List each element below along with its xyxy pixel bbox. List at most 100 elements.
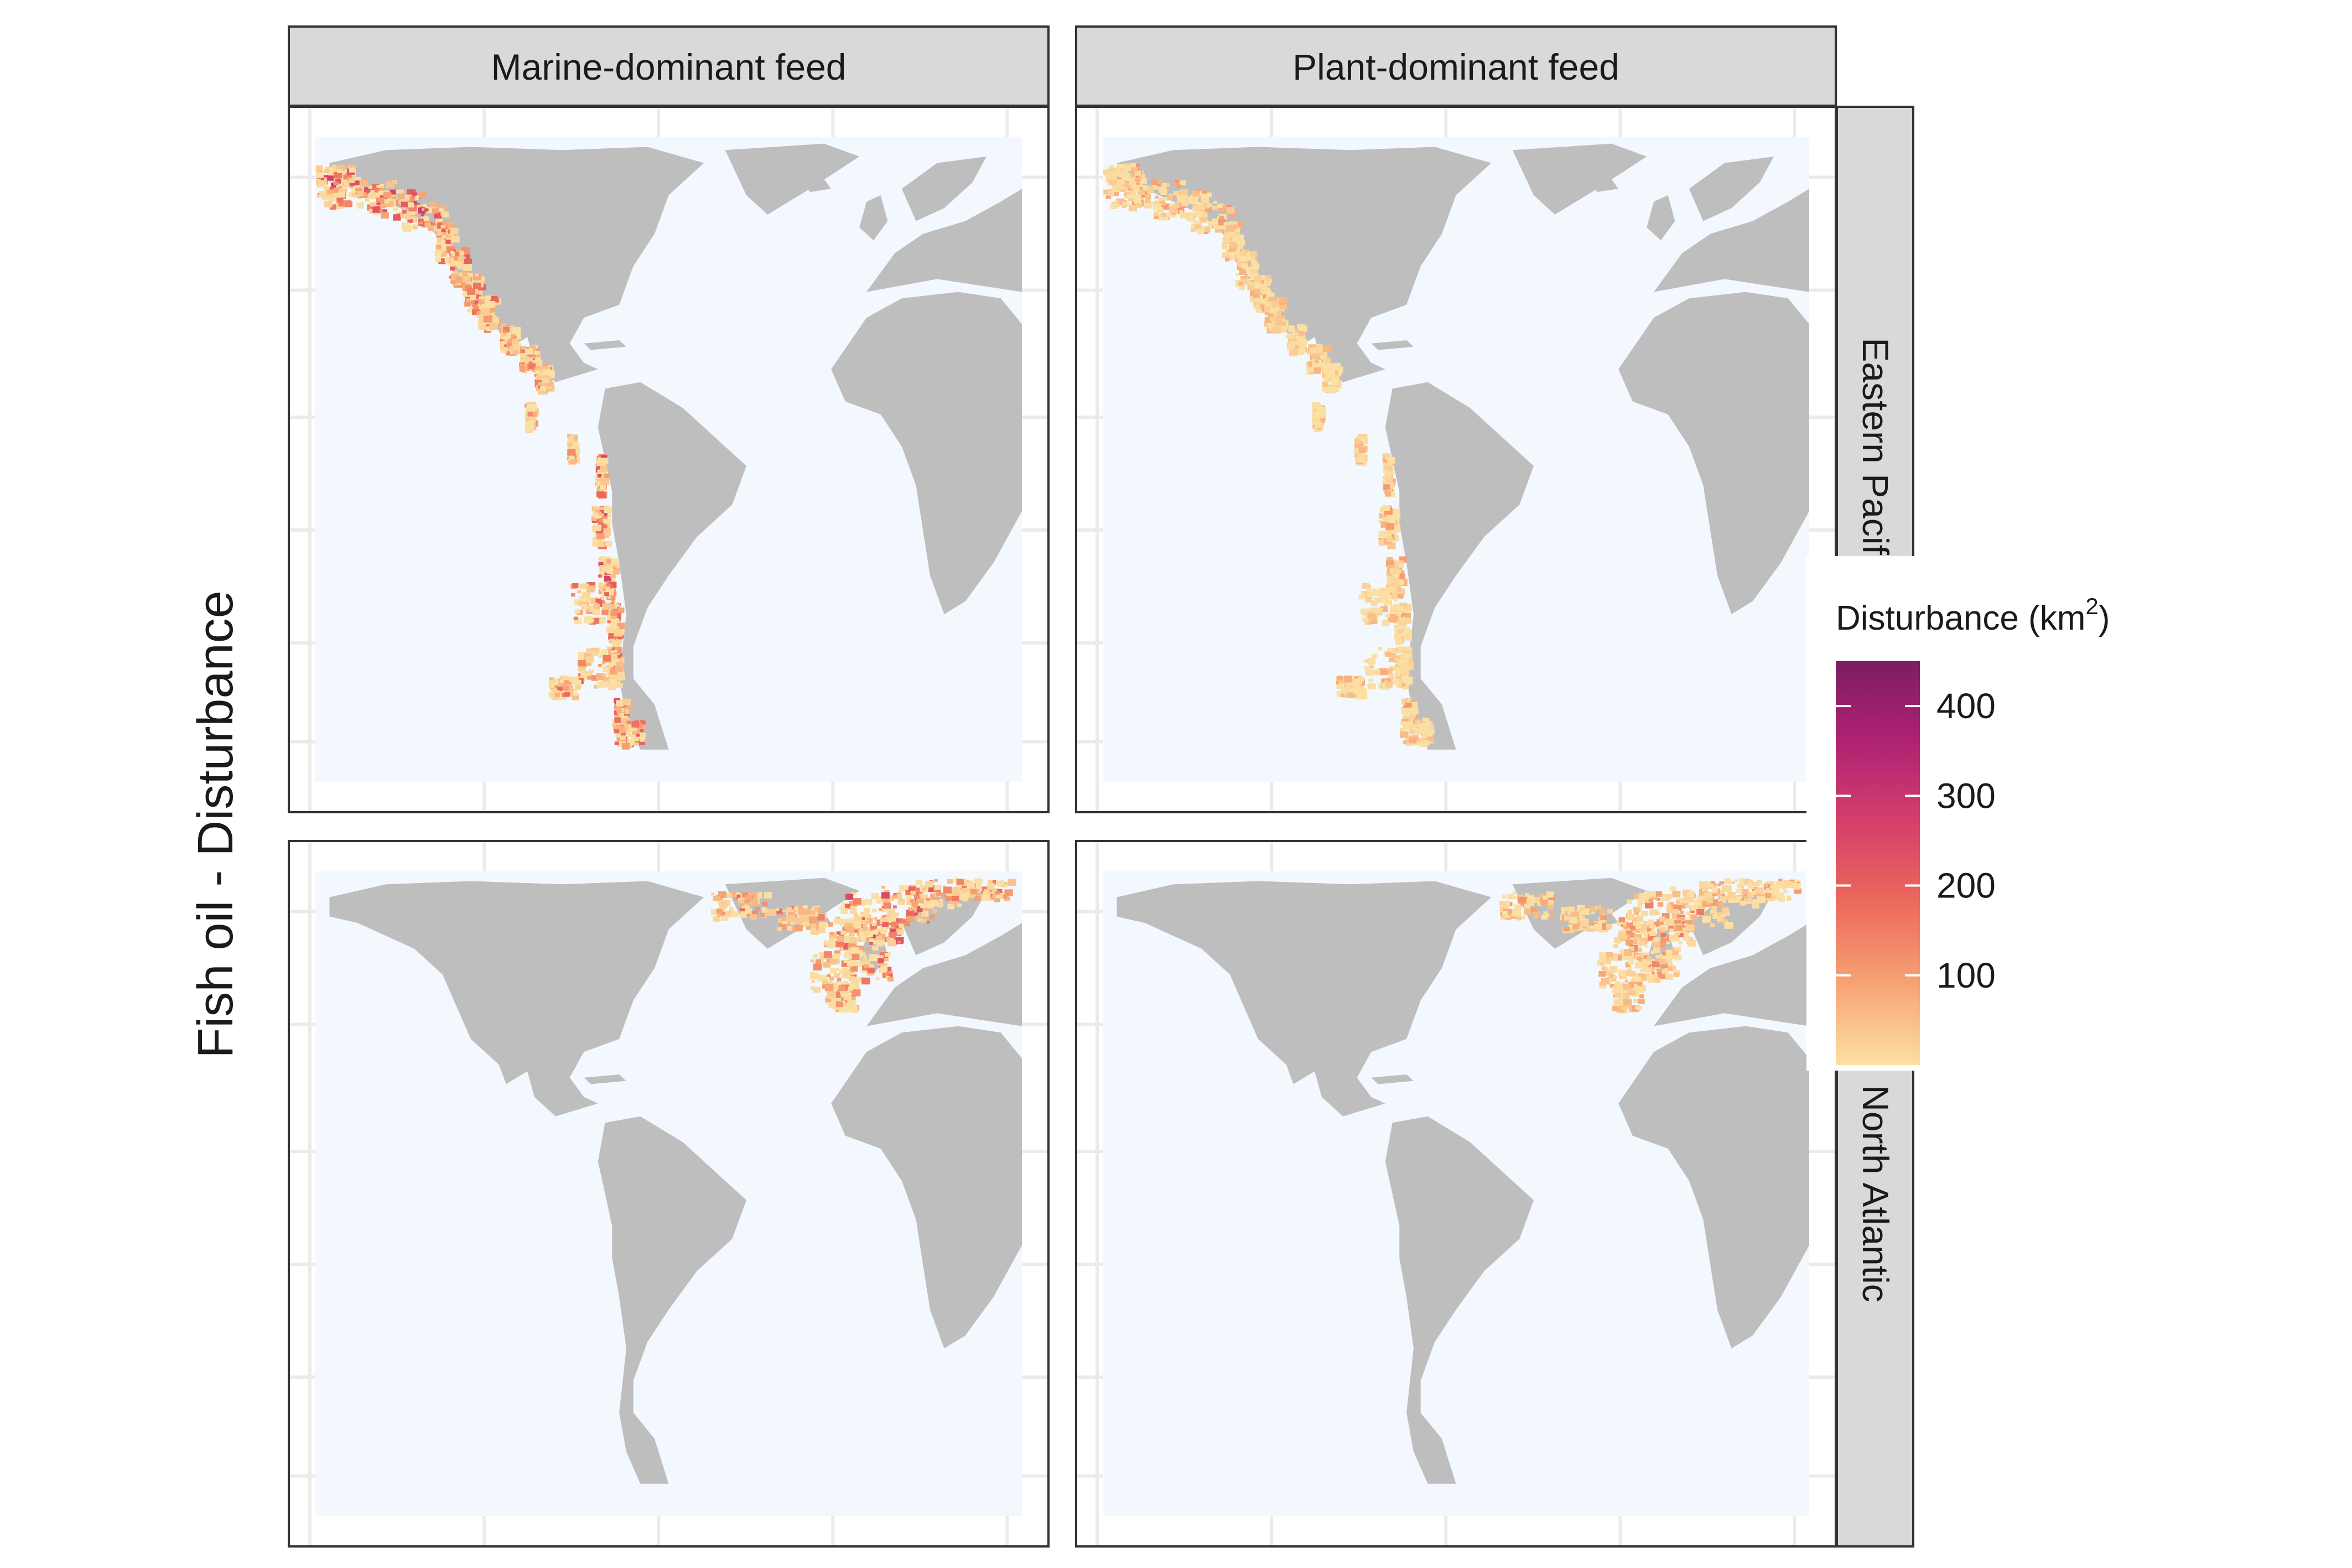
disturbance-cell bbox=[1257, 309, 1263, 314]
disturbance-cell bbox=[1219, 215, 1224, 220]
disturbance-cell bbox=[1500, 916, 1505, 920]
disturbance-cell bbox=[470, 295, 476, 300]
disturbance-cell bbox=[823, 962, 831, 968]
disturbance-cell bbox=[842, 936, 850, 942]
disturbance-cell bbox=[489, 314, 494, 318]
disturbance-cell bbox=[543, 375, 550, 381]
disturbance-cell bbox=[344, 177, 350, 182]
disturbance-cell bbox=[1634, 999, 1638, 1003]
disturbance-cell bbox=[1192, 204, 1201, 211]
disturbance-cell bbox=[1565, 911, 1569, 914]
disturbance-cell bbox=[1675, 900, 1680, 904]
disturbance-cell bbox=[1623, 949, 1633, 956]
disturbance-cell bbox=[1399, 603, 1408, 609]
disturbance-cell bbox=[475, 273, 479, 277]
disturbance-cell bbox=[1383, 470, 1390, 475]
disturbance-cell bbox=[1678, 941, 1683, 945]
disturbance-cell bbox=[600, 513, 605, 517]
disturbance-cell bbox=[1609, 973, 1613, 977]
disturbance-cell bbox=[864, 908, 870, 913]
disturbance-cell bbox=[1689, 937, 1694, 941]
disturbance-cell bbox=[1364, 660, 1368, 663]
disturbance-cell bbox=[1372, 588, 1377, 592]
disturbance-cell bbox=[860, 962, 867, 967]
disturbance-cell bbox=[1139, 196, 1145, 200]
disturbance-cell bbox=[600, 596, 604, 600]
disturbance-cell bbox=[957, 903, 962, 907]
disturbance-cell bbox=[810, 972, 818, 979]
disturbance-cell bbox=[1385, 474, 1392, 479]
land-southAmerica bbox=[1385, 1116, 1534, 1484]
disturbance-cell bbox=[1648, 899, 1654, 903]
disturbance-cell bbox=[864, 964, 869, 969]
disturbance-cells bbox=[1103, 163, 1435, 747]
map-panel bbox=[288, 840, 1050, 1548]
disturbance-cell bbox=[534, 370, 543, 377]
disturbance-cell bbox=[1399, 574, 1405, 579]
disturbance-cell bbox=[1688, 939, 1696, 947]
disturbance-cell bbox=[520, 359, 525, 363]
disturbance-cell bbox=[798, 906, 803, 910]
disturbance-cell bbox=[947, 904, 955, 910]
disturbance-cell bbox=[1239, 284, 1245, 290]
disturbance-cell bbox=[442, 232, 446, 236]
disturbance-cell bbox=[1662, 952, 1666, 956]
disturbance-cell bbox=[760, 912, 766, 917]
disturbance-cell bbox=[1684, 936, 1690, 941]
disturbance-cell bbox=[1662, 969, 1669, 974]
disturbance-cell bbox=[1618, 917, 1626, 923]
disturbance-cell bbox=[811, 979, 816, 983]
disturbance-cell bbox=[597, 474, 602, 478]
disturbance-cell bbox=[1502, 895, 1507, 899]
disturbance-cell bbox=[593, 525, 601, 532]
disturbance-cell bbox=[926, 921, 930, 924]
disturbance-cell bbox=[631, 721, 640, 728]
disturbance-cell bbox=[489, 323, 498, 330]
disturbance-cell bbox=[506, 340, 512, 345]
disturbance-cell bbox=[926, 898, 930, 901]
disturbance-cell bbox=[1642, 893, 1649, 899]
disturbance-cells bbox=[711, 878, 1016, 1013]
disturbance-cell bbox=[1387, 455, 1392, 459]
disturbance-cell bbox=[584, 671, 591, 676]
disturbance-cell bbox=[1633, 938, 1637, 942]
disturbance-cell bbox=[853, 921, 861, 928]
disturbance-cell bbox=[781, 917, 787, 921]
disturbance-cell bbox=[490, 296, 498, 302]
disturbance-cell bbox=[1197, 201, 1203, 206]
disturbance-cell bbox=[1238, 240, 1245, 246]
disturbance-cell bbox=[826, 958, 832, 963]
disturbance-cell bbox=[1642, 964, 1648, 969]
disturbance-cell bbox=[616, 735, 624, 741]
disturbance-cell bbox=[1143, 185, 1150, 191]
disturbance-cell bbox=[849, 937, 858, 944]
disturbance-cell bbox=[1644, 968, 1652, 973]
disturbance-cell bbox=[1323, 345, 1332, 352]
disturbance-cell bbox=[490, 310, 494, 313]
disturbance-cell bbox=[777, 927, 782, 931]
disturbance-cell bbox=[897, 892, 902, 895]
disturbance-cell bbox=[1159, 197, 1164, 201]
disturbance-cell bbox=[1638, 998, 1645, 1004]
disturbance-cell bbox=[558, 682, 566, 689]
disturbance-cell bbox=[1564, 926, 1570, 932]
disturbance-cell bbox=[1636, 987, 1644, 994]
disturbance-cell bbox=[1250, 279, 1255, 283]
disturbance-cell bbox=[734, 897, 739, 900]
disturbance-cell bbox=[1377, 611, 1383, 616]
disturbance-cell bbox=[1402, 613, 1406, 617]
disturbance-cell bbox=[330, 186, 334, 190]
disturbance-cell bbox=[829, 968, 837, 974]
land-europe bbox=[866, 923, 1022, 1026]
disturbance-cell bbox=[591, 516, 597, 522]
disturbance-cell bbox=[876, 941, 884, 947]
disturbance-cell bbox=[942, 885, 946, 888]
disturbance-region bbox=[1103, 163, 1237, 235]
disturbance-cell bbox=[617, 637, 622, 641]
legend-tick-label: 100 bbox=[1936, 956, 1996, 995]
disturbance-cell bbox=[1389, 605, 1396, 610]
disturbance-cell bbox=[906, 910, 915, 916]
disturbance-cell bbox=[1677, 917, 1685, 923]
disturbance-cell bbox=[1675, 931, 1680, 936]
disturbance-cell bbox=[564, 692, 570, 697]
